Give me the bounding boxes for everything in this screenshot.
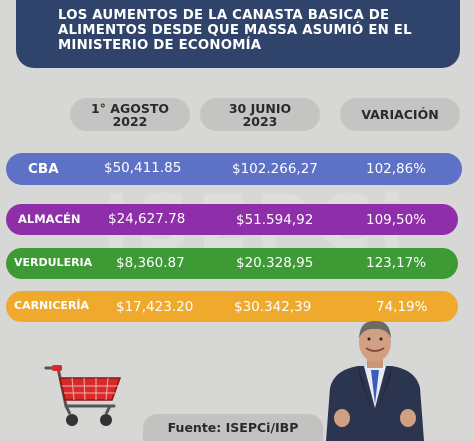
row-cba: CBA $50,411.85 $102.266,27 102,86% [6, 153, 462, 185]
shopping-cart-icon [44, 365, 122, 426]
header-variacion-label: VARIACIÓN [361, 107, 439, 122]
man-in-suit-photo [326, 320, 424, 441]
row-cba-variation: 102,86% [366, 161, 427, 177]
row-almacen-variation: 109,50% [366, 212, 427, 228]
row-verduleria-value-2022: $8,360.87 [116, 255, 185, 271]
header-junio-year: 2023 [242, 113, 278, 129]
row-cba-value-2023: $102.266,27 [232, 161, 318, 177]
row-cba-label: CBA [28, 161, 59, 177]
title-line-3: MINISTERIO DE ECONOMÍA [58, 38, 262, 53]
header-agosto-date: 1° AGOSTO [90, 100, 169, 116]
row-verduleria-value-2023: $20.328,95 [236, 255, 314, 271]
title-line-2: ALIMENTOS DESDE QUE MASSA ASUMIÓ EN EL [58, 23, 412, 38]
title-line-1: LOS AUMENTOS DE LA CANASTA BASICA DE [58, 8, 390, 23]
row-cba-value-2022: $50,411.85 [104, 160, 182, 176]
title-banner: LOS AUMENTOS DE LA CANASTA BASICA DE ALI… [16, 0, 460, 68]
source-label: Fuente: ISEPCi/IBP [143, 414, 323, 441]
row-verduleria-label: VERDULERIA [14, 256, 93, 269]
header-junio-2023: 30 JUNIO 2023 [200, 98, 320, 131]
header-variacion: VARIACIÓN [340, 98, 460, 131]
header-agosto-2022: 1° AGOSTO 2022 [70, 98, 190, 131]
row-almacen-value-2023: $51.594,92 [236, 212, 314, 228]
header-junio-date: 30 JUNIO [228, 100, 292, 116]
row-carniceria-value-2022: $17,423.20 [116, 299, 194, 315]
row-almacen-label: ALMACÉN [18, 212, 81, 226]
row-almacen-value-2022: $24,627.78 [108, 211, 186, 227]
row-verduleria-variation: 123,17% [366, 255, 427, 271]
row-carniceria-label: CARNICERÍA [14, 299, 90, 312]
row-verduleria: VERDULERIA $8,360.87 $20.328,95 123,17% [6, 248, 458, 279]
header-agosto-year: 2022 [112, 113, 148, 129]
row-carniceria-value-2023: $30.342,39 [234, 299, 312, 315]
row-carniceria-variation: 74,19% [376, 299, 428, 315]
row-almacen: ALMACÉN $24,627.78 $51.594,92 109,50% [6, 204, 458, 235]
row-carniceria: CARNICERÍA $17,423.20 $30.342,39 74,19% [6, 291, 458, 322]
